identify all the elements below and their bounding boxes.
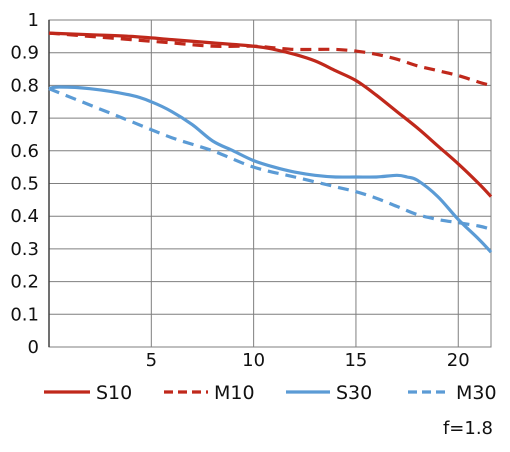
legend-label-m10: M10 bbox=[214, 382, 255, 404]
y-tick-label: 0.2 bbox=[10, 272, 39, 293]
series-line-m10 bbox=[48, 31, 492, 87]
x-tick-label: 20 bbox=[447, 350, 470, 371]
y-axis-tick-labels: 0 0.1 0.2 0.3 0.4 0.5 0.6 0.7 0.8 0.9 1 bbox=[10, 10, 39, 358]
x-tick-label: 5 bbox=[146, 350, 157, 371]
legend-label-s10: S10 bbox=[96, 382, 132, 404]
y-tick-label: 0.7 bbox=[10, 108, 39, 129]
y-tick-label: 0.4 bbox=[10, 206, 39, 227]
series-line-m30 bbox=[48, 87, 492, 231]
y-tick-label: 1 bbox=[28, 10, 39, 31]
aperture-annotation: f=1.8 bbox=[443, 418, 493, 439]
y-tick-label: 0.8 bbox=[10, 75, 39, 96]
x-axis-tick-labels: 5 10 15 20 bbox=[146, 350, 470, 371]
y-tick-label: 0.5 bbox=[10, 174, 39, 195]
legend: S10 M10 S30 M30 bbox=[44, 382, 497, 404]
legend-label-s30: S30 bbox=[336, 382, 372, 404]
y-tick-label: 0 bbox=[28, 337, 39, 358]
legend-label-m30: M30 bbox=[456, 382, 497, 404]
grid bbox=[48, 19, 492, 348]
series-line-s10 bbox=[48, 31, 493, 198]
series-lines bbox=[48, 31, 493, 254]
y-tick-label: 0.1 bbox=[10, 304, 39, 325]
y-tick-label: 0.6 bbox=[10, 141, 39, 162]
x-tick-label: 10 bbox=[242, 350, 265, 371]
y-tick-label: 0.9 bbox=[10, 43, 39, 64]
x-tick-label: 15 bbox=[344, 350, 367, 371]
series-line-s30 bbox=[48, 85, 493, 254]
y-tick-label: 0.3 bbox=[10, 239, 39, 260]
